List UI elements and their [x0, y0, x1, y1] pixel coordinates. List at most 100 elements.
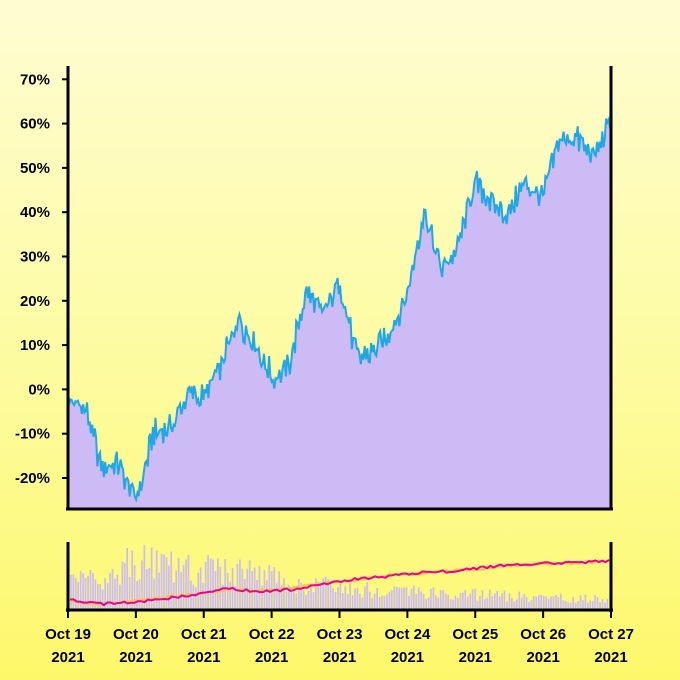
navigator-bar [462, 592, 464, 609]
navigator-bar [408, 595, 410, 609]
navigator-bar [437, 597, 440, 609]
navigator-bar [329, 583, 332, 609]
navigator-bar [515, 599, 518, 609]
navigator-bar [542, 596, 545, 609]
navigator-bar [339, 583, 342, 609]
navigator-bar [572, 596, 575, 609]
navigator-bar [381, 595, 383, 609]
navigator-bar [361, 597, 364, 609]
navigator-bar [506, 601, 508, 609]
x-tick-label-year: 2021 [526, 649, 559, 666]
navigator-bar [383, 596, 386, 609]
navigator-bar [349, 583, 352, 609]
navigator-bar [119, 584, 121, 609]
navigator-bar [256, 579, 258, 609]
navigator-bar [160, 553, 163, 609]
x-tick-label-date: Oct 23 [317, 626, 363, 643]
navigator-bar [368, 591, 371, 609]
navigator-bar [126, 548, 129, 609]
navigator-bar [513, 601, 516, 609]
navigator-bar [552, 596, 555, 609]
navigator-chart[interactable] [66, 542, 613, 612]
navigator-bar [70, 574, 72, 609]
navigator-bar [332, 588, 334, 609]
navigator-bar [292, 585, 295, 609]
navigator-bar [569, 602, 572, 609]
navigator-bar [346, 594, 349, 609]
navigator-bar [219, 566, 222, 609]
navigator-bar [425, 599, 428, 609]
y-tick-label: 10% [20, 337, 50, 354]
navigator-bar [141, 560, 143, 609]
navigator-bar [415, 594, 418, 609]
navigator-bar [395, 586, 398, 609]
navigator-bar [106, 583, 109, 609]
navigator-bar [403, 587, 405, 609]
navigator-bar [525, 597, 528, 609]
navigator-bar [133, 565, 136, 609]
x-axis-ticks: Oct 19 2021 Oct 20 2021 Oct 21 2021 Oct 22 2021… [45, 611, 634, 666]
navigator-bar [354, 588, 356, 609]
navigator-bar [386, 594, 388, 609]
navigator-bar [199, 567, 202, 609]
navigator-bar [177, 558, 180, 609]
navigator-bar [143, 545, 146, 609]
navigator-bar [275, 583, 278, 609]
navigator-bar [496, 591, 499, 609]
navigator-bar [297, 578, 300, 609]
navigator-bar [324, 576, 327, 609]
navigator-bar [317, 581, 320, 609]
navigator-bar [466, 596, 469, 609]
navigator-bar [413, 585, 415, 609]
x-tick-label-date: Oct 22 [249, 626, 295, 643]
x-tick-label-year: 2021 [391, 649, 424, 666]
x-tick-label-date: Oct 19 [45, 626, 91, 643]
navigator-bar [447, 595, 450, 609]
navigator-bar [589, 600, 592, 609]
navigator-bar [574, 603, 577, 609]
navigator-bar [197, 572, 200, 609]
navigator-line-primary [69, 558, 610, 607]
navigator-bar [229, 581, 232, 609]
navigator-bar [148, 568, 151, 609]
navigator-bar [221, 584, 224, 609]
navigator-bar [371, 598, 374, 609]
navigator-bar [87, 575, 89, 609]
navigator-bar [128, 577, 131, 609]
navigator-bar [334, 591, 337, 609]
navigator-bar [111, 568, 114, 609]
navigator-bar [224, 559, 227, 609]
navigator-bar [92, 572, 94, 609]
navigator-bar [557, 597, 560, 609]
navigator-bar [378, 597, 381, 609]
navigator-bar [498, 596, 501, 609]
navigator-bar [153, 578, 156, 609]
navigator-bar [540, 594, 543, 609]
navigator-bar [533, 596, 535, 609]
navigator-bar [601, 599, 604, 609]
navigator-bar [457, 598, 459, 609]
navigator-bar [258, 566, 261, 609]
navigator-bar [351, 595, 354, 609]
navigator-bar [538, 595, 540, 609]
navigator-bar [239, 559, 241, 609]
navigator-bar [491, 596, 494, 609]
navigator-bar [545, 596, 548, 609]
navigator-bar [459, 593, 462, 609]
navigator-bar [530, 599, 533, 609]
navigator-bar [72, 574, 75, 609]
navigator-bar [74, 578, 77, 609]
navigator-bar [366, 582, 369, 609]
navigator-bar [243, 579, 246, 609]
navigator-bar [479, 596, 481, 609]
navigator-bar [484, 599, 486, 609]
navigator-bar [163, 554, 165, 609]
navigator-bar [89, 570, 92, 609]
main-area-fill [69, 118, 610, 509]
navigator-bar [567, 602, 570, 609]
navigator-bar [288, 584, 290, 609]
navigator-bar [364, 586, 366, 609]
x-tick-label-year: 2021 [323, 649, 356, 666]
navigator-bar [180, 572, 183, 609]
navigator-bar [315, 578, 317, 609]
